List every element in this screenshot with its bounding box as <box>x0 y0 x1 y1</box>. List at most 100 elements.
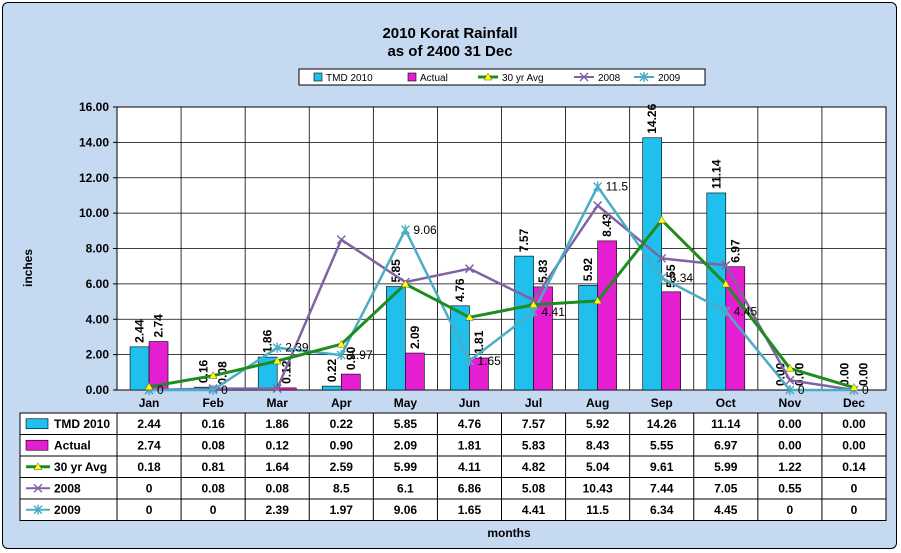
line-data-label: 4.45 <box>734 304 758 318</box>
table-cell: 2.44 <box>137 417 161 431</box>
table-cell: 6.34 <box>650 503 674 517</box>
bar-label: 11.14 <box>709 159 723 189</box>
legend-label: TMD 2010 <box>326 73 373 84</box>
line-point <box>721 306 731 317</box>
line-data-label: 9.06 <box>413 223 437 237</box>
table-legend-marker <box>33 483 43 493</box>
table-cell: 0.14 <box>842 460 866 474</box>
table-legend-marker <box>33 504 43 515</box>
table-cell: 5.04 <box>586 460 610 474</box>
table-legend-key <box>25 439 49 451</box>
y-tick-label: 0.00 <box>86 383 110 397</box>
table-cell: 4.82 <box>522 460 546 474</box>
y-tick-label: 14.00 <box>79 135 109 149</box>
line-data-label: 2.39 <box>285 341 309 355</box>
line-data-label: 0 <box>157 383 164 397</box>
y-tick-label: 2.00 <box>86 348 110 362</box>
table-cell: 0.00 <box>842 417 866 431</box>
line-point <box>144 382 154 391</box>
line-point <box>272 356 282 365</box>
legend-label: 30 yr Avg <box>502 73 544 84</box>
line-point <box>208 385 218 395</box>
line-point <box>721 279 731 288</box>
bar <box>450 305 470 391</box>
table-row-header: 30 yr Avg <box>54 460 107 474</box>
table-cell: 0.22 <box>330 417 354 431</box>
series-line <box>148 218 855 389</box>
table-cell: 0 <box>851 503 858 517</box>
table-row-header: 2008 <box>54 481 81 495</box>
line-point <box>336 350 346 361</box>
line-point <box>593 200 603 211</box>
y-tick-label: 4.00 <box>86 312 110 326</box>
line-data-label: 1.65 <box>477 354 501 368</box>
bar-label: 4.76 <box>453 278 467 302</box>
table-cell: 0.16 <box>201 417 225 431</box>
table-cell: 5.55 <box>650 438 674 452</box>
table-cell: 0 <box>851 481 858 495</box>
chart-title: 2010 Korat Rainfall <box>382 25 517 42</box>
y-tick-label: 16.00 <box>79 100 109 114</box>
table-cell: 7.05 <box>714 481 738 495</box>
bar-label: 6.97 <box>728 239 742 263</box>
bar-label: 0.00 <box>837 362 851 386</box>
line-point <box>272 342 282 353</box>
bar-label: 5.85 <box>389 259 403 283</box>
x-tick-label: Dec <box>843 396 865 410</box>
bar-label: 0.12 <box>280 360 294 384</box>
bar-label: 2.74 <box>152 314 166 338</box>
y-axis-label: inches <box>21 249 35 287</box>
y-tick-label: 12.00 <box>79 171 109 185</box>
line-point <box>336 339 346 348</box>
line-data-label: 11.5 <box>606 180 629 194</box>
table-cell: 0.00 <box>778 438 802 452</box>
table-cell: 7.44 <box>650 481 674 495</box>
line-point <box>272 384 282 394</box>
chart-subtitle: as of 2400 31 Dec <box>387 43 512 60</box>
line-point <box>785 363 795 372</box>
line-point <box>785 375 795 385</box>
bar <box>405 352 425 391</box>
line-point <box>721 260 731 270</box>
bar-label: 8.43 <box>600 213 614 237</box>
table-cell: 6.97 <box>714 438 738 452</box>
table-cell: 1.86 <box>266 417 290 431</box>
line-data-label: 0 <box>862 383 869 397</box>
legend-marker <box>639 72 649 82</box>
table-cell: 2.59 <box>330 460 354 474</box>
line-point <box>400 224 410 235</box>
table-cell: 0.08 <box>201 438 225 452</box>
table-cell: 6.86 <box>458 481 482 495</box>
table-cell: 5.83 <box>522 438 546 452</box>
bar <box>129 346 150 391</box>
bar-label: 0.00 <box>856 362 870 386</box>
table-cell: 4.11 <box>458 460 481 474</box>
bar <box>725 266 746 391</box>
series-line <box>149 204 855 392</box>
line-point <box>465 312 474 321</box>
line-data-label: 6.34 <box>670 271 694 285</box>
legend-marker <box>483 72 493 81</box>
table-cell: 4.76 <box>458 417 482 431</box>
x-tick-label: Nov <box>779 396 802 410</box>
y-tick-label: 10.00 <box>79 206 109 220</box>
line-point <box>593 181 603 192</box>
line-data-label: 0 <box>221 383 228 397</box>
x-tick-label: Mar <box>267 396 289 410</box>
line-data-label: 1.97 <box>349 348 373 362</box>
table-cell: 0.08 <box>266 481 290 495</box>
bar <box>597 240 617 391</box>
table-cell: 0.12 <box>266 438 290 452</box>
legend-label: 2009 <box>658 73 681 84</box>
bar-label: 0.90 <box>344 346 358 370</box>
legend-marker <box>579 72 589 82</box>
line-point <box>400 279 410 288</box>
line-point <box>657 272 667 283</box>
legend-swatch <box>313 72 323 82</box>
table-cell: 1.81 <box>458 438 482 452</box>
line-point <box>529 300 538 308</box>
table-cell: 14.26 <box>647 417 677 431</box>
bar-label: 5.83 <box>536 259 550 283</box>
legend-swatch <box>407 72 417 82</box>
table-cell: 6.1 <box>397 481 414 495</box>
